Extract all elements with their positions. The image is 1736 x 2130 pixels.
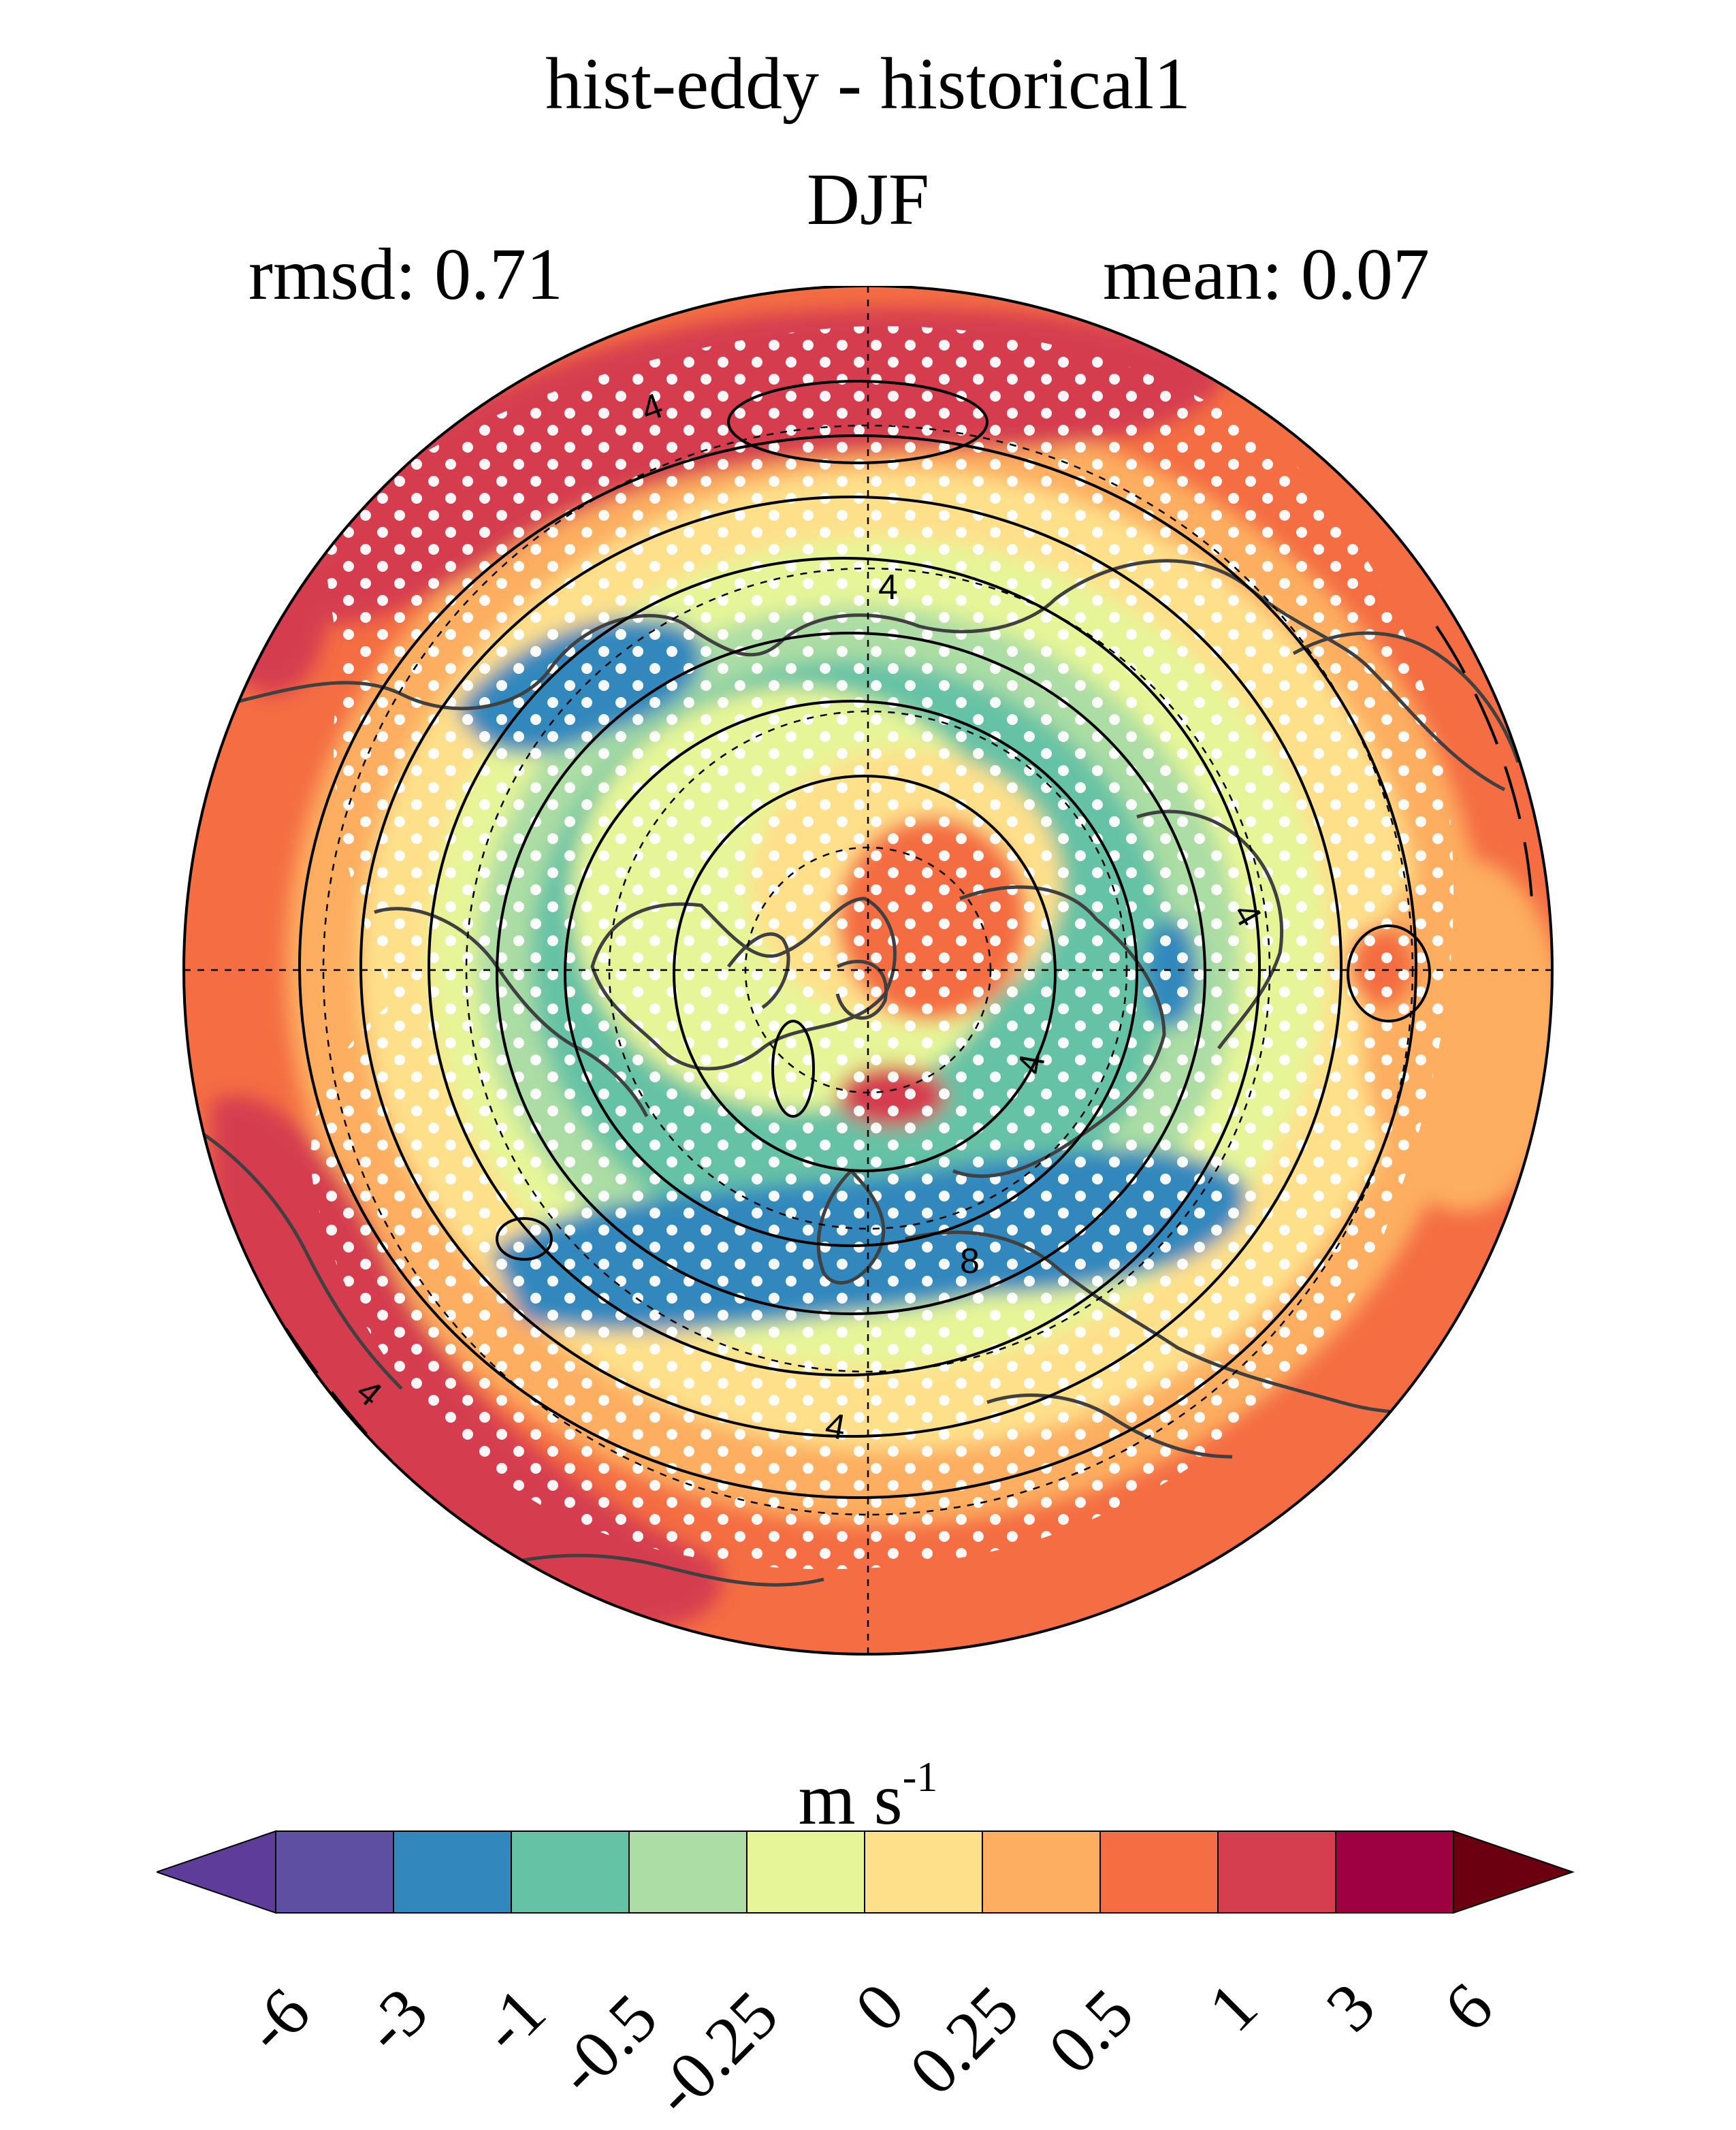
colorbar-tick-label: 0 xyxy=(840,1968,918,2046)
colorbar-cell xyxy=(1099,1830,1219,1914)
contour-label: 8 xyxy=(960,1242,980,1281)
colorbar-cell xyxy=(393,1830,512,1914)
colorbar-cell xyxy=(1217,1830,1336,1914)
colorbar-tick-label: 0.25 xyxy=(895,1971,1033,2110)
colorbar-cell xyxy=(1335,1830,1454,1914)
colorbar-cell xyxy=(275,1830,394,1914)
colorbar-tick-label: 3 xyxy=(1311,1968,1389,2046)
colorbar-over-triangle xyxy=(1453,1830,1575,1914)
field-region-strong-positive xyxy=(218,531,327,694)
units-exponent: -1 xyxy=(902,1754,938,1801)
colorbar-cell xyxy=(864,1830,983,1914)
colorbar-tick-label: 0.5 xyxy=(1033,1974,1148,2088)
contour-label: 4 xyxy=(878,568,898,607)
colorbar-cell xyxy=(628,1830,748,1914)
polar-stereographic-map: 4 4 4 4 4 4 4 8 xyxy=(182,286,1554,1656)
stippling xyxy=(310,326,1454,1570)
colorbar-cells xyxy=(157,1830,1575,1914)
colorbar-tick-label: -1 xyxy=(466,1973,560,2067)
units-base: m s xyxy=(798,1759,903,1840)
map-boundary xyxy=(182,286,1554,1656)
colorbar xyxy=(157,1830,1575,1914)
figure-title: hist-eddy - historical1 xyxy=(545,44,1191,125)
colorbar-cell xyxy=(982,1830,1101,1914)
rmsd-label: rmsd: 0.71 xyxy=(248,234,564,315)
season-label: DJF xyxy=(806,159,930,240)
graticule xyxy=(184,286,1552,1654)
colorbar-cell xyxy=(511,1830,630,1914)
colorbar-units: m s-1 xyxy=(0,1756,1736,1837)
colorbar-cell xyxy=(746,1830,865,1914)
colorbar-tick-label: -0.25 xyxy=(638,1976,792,2130)
mean-label: mean: 0.07 xyxy=(1103,234,1430,315)
colorbar-tick-label: 1 xyxy=(1193,1968,1272,2046)
colorbar-tick-label: -3 xyxy=(348,1973,443,2067)
colorbar-tick-label: 6 xyxy=(1429,1968,1507,2046)
anomaly-field: 4 4 4 4 4 4 4 8 xyxy=(184,286,1552,1654)
colorbar-tick-label: -6 xyxy=(230,1973,325,2067)
colorbar-under-triangle xyxy=(157,1830,276,1914)
